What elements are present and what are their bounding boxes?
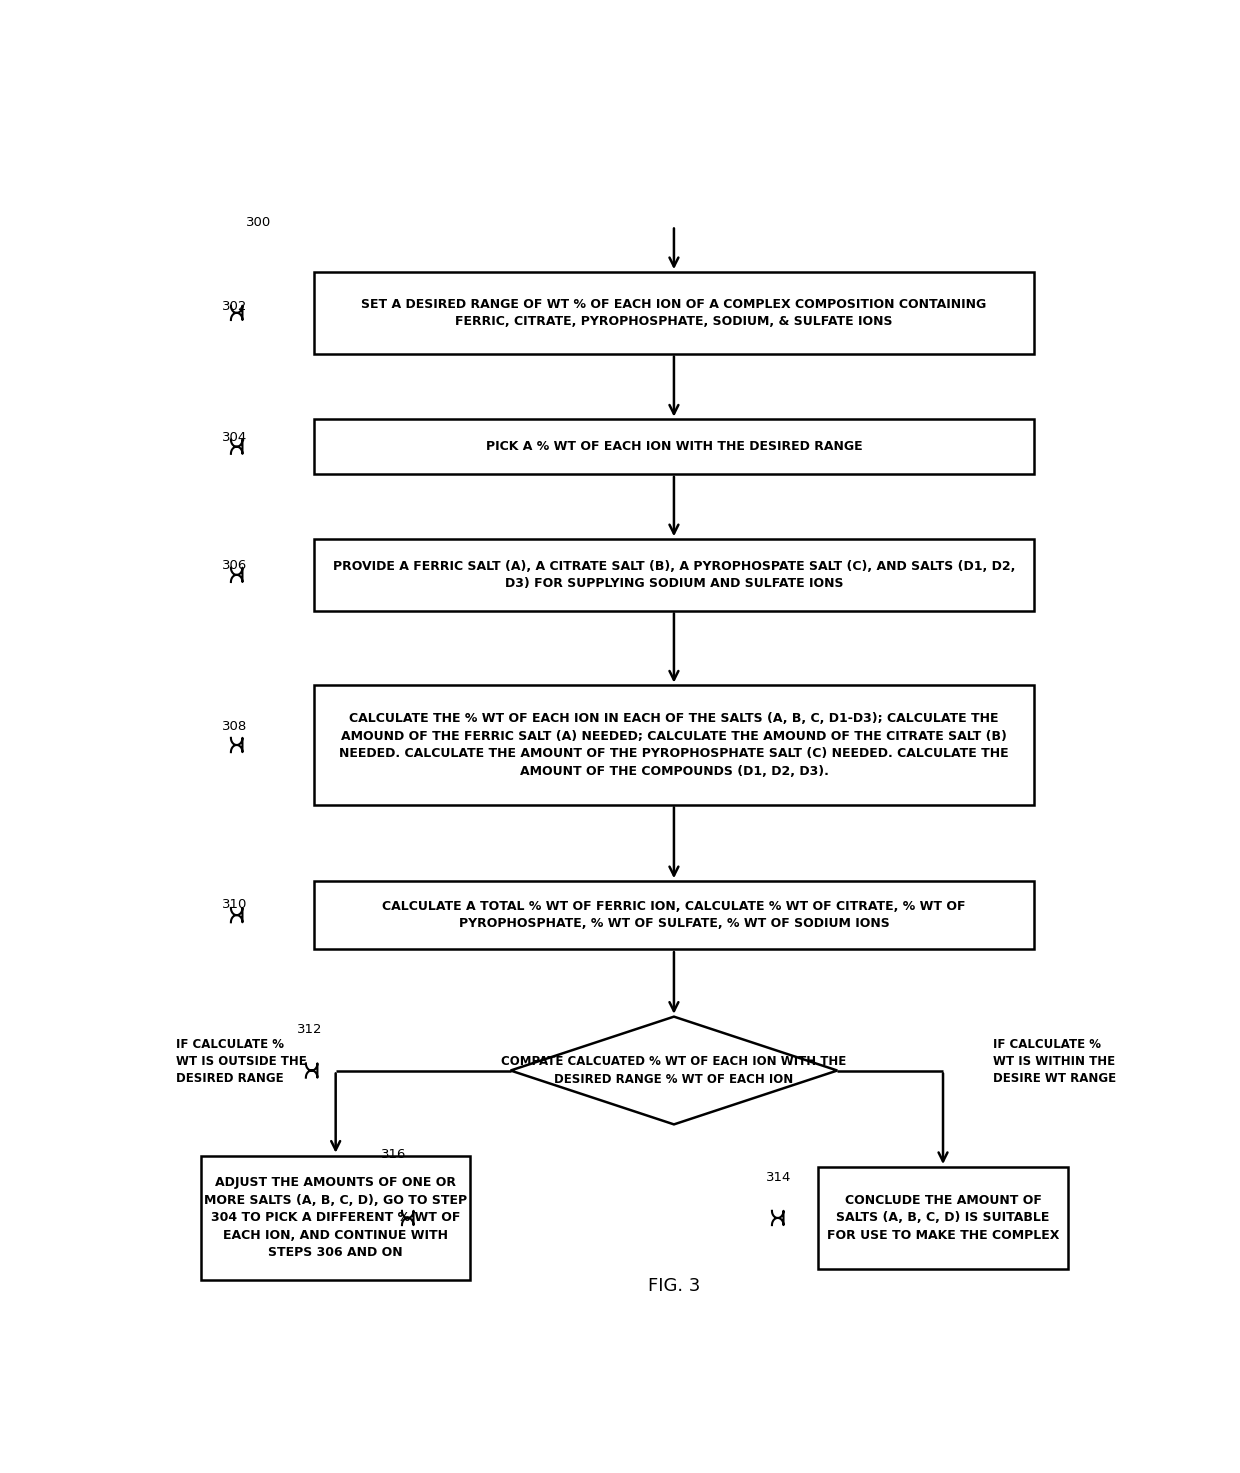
Text: 300: 300 <box>247 215 272 228</box>
Text: ADJUST THE AMOUNTS OF ONE OR
MORE SALTS (A, B, C, D), GO TO STEP
304 TO PICK A D: ADJUST THE AMOUNTS OF ONE OR MORE SALTS … <box>205 1177 467 1259</box>
Text: 304: 304 <box>222 432 248 445</box>
Text: IF CALCULATE %
WT IS WITHIN THE
DESIRE WT RANGE: IF CALCULATE % WT IS WITHIN THE DESIRE W… <box>993 1038 1116 1086</box>
Text: 310: 310 <box>222 899 248 912</box>
Polygon shape <box>511 1016 837 1124</box>
Text: 308: 308 <box>222 720 248 734</box>
Text: PROVIDE A FERRIC SALT (A), A CITRATE SALT (B), A PYROPHOSPATE SALT (C), AND SALT: PROVIDE A FERRIC SALT (A), A CITRATE SAL… <box>332 560 1016 591</box>
Text: CONCLUDE THE AMOUNT OF
SALTS (A, B, C, D) IS SUITABLE
FOR USE TO MAKE THE COMPLE: CONCLUDE THE AMOUNT OF SALTS (A, B, C, D… <box>827 1195 1059 1242</box>
Text: FIG. 3: FIG. 3 <box>647 1277 701 1295</box>
Text: 302: 302 <box>222 299 248 312</box>
Text: PICK A % WT OF EACH ION WITH THE DESIRED RANGE: PICK A % WT OF EACH ION WITH THE DESIRED… <box>486 440 862 454</box>
Bar <box>314 685 1034 804</box>
Bar <box>314 881 1034 949</box>
Bar <box>201 1156 470 1280</box>
Bar <box>314 539 1034 611</box>
Text: IF CALCULATE %
WT IS OUTSIDE THE
DESIRED RANGE: IF CALCULATE % WT IS OUTSIDE THE DESIRED… <box>176 1038 306 1086</box>
Text: 314: 314 <box>766 1171 791 1184</box>
Text: 312: 312 <box>298 1024 322 1036</box>
Bar <box>314 420 1034 474</box>
Text: CALCULATE THE % WT OF EACH ION IN EACH OF THE SALTS (A, B, C, D1-D3); CALCULATE : CALCULATE THE % WT OF EACH ION IN EACH O… <box>339 713 1009 778</box>
Text: CALCULATE A TOTAL % WT OF FERRIC ION, CALCULATE % WT OF CITRATE, % WT OF
PYROPHO: CALCULATE A TOTAL % WT OF FERRIC ION, CA… <box>382 900 966 931</box>
Bar <box>818 1167 1068 1270</box>
Text: COMPATE CALCUATED % WT OF EACH ION WITH THE
DESIRED RANGE % WT OF EACH ION: COMPATE CALCUATED % WT OF EACH ION WITH … <box>501 1055 847 1086</box>
Text: 316: 316 <box>381 1147 407 1161</box>
Text: 306: 306 <box>222 560 248 573</box>
Bar <box>314 273 1034 354</box>
Text: SET A DESIRED RANGE OF WT % OF EACH ION OF A COMPLEX COMPOSITION CONTAINING
FERR: SET A DESIRED RANGE OF WT % OF EACH ION … <box>361 298 987 328</box>
